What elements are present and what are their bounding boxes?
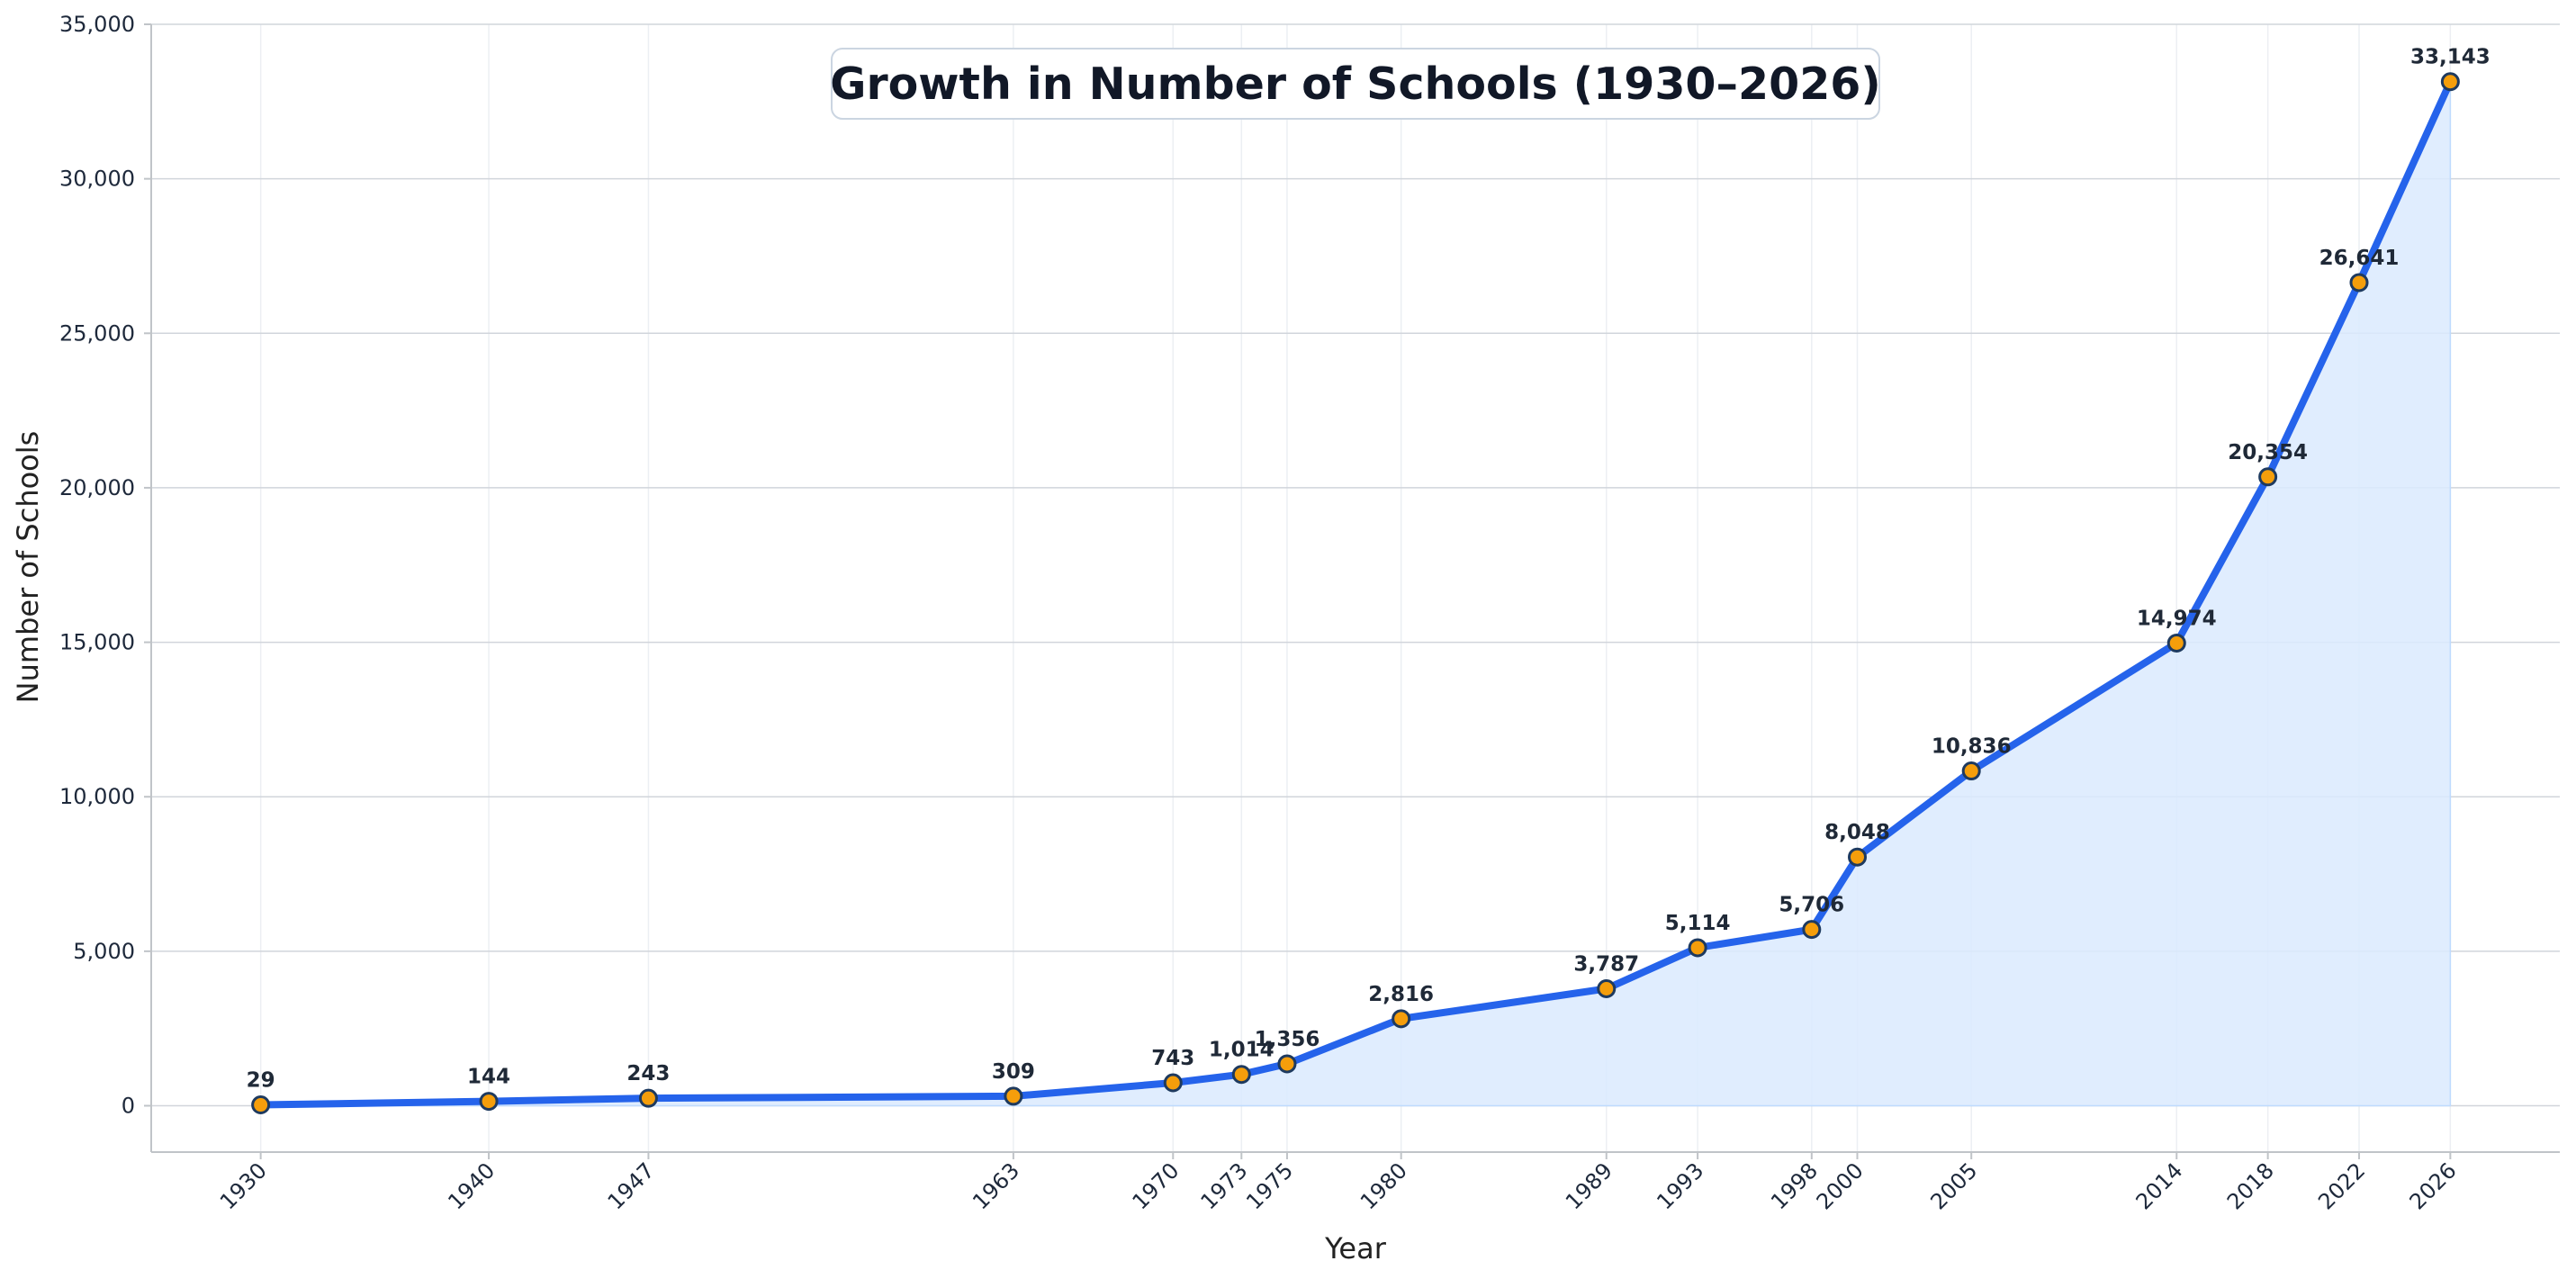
x-tick-label: 2000 — [1812, 1157, 1869, 1214]
data-label: 3,787 — [1573, 953, 1639, 977]
data-point — [479, 1092, 499, 1112]
data-point — [1848, 847, 1867, 867]
data-label: 29 — [247, 1069, 275, 1093]
data-label: 2,816 — [1368, 983, 1434, 1006]
data-point — [1231, 1065, 1251, 1085]
data-label: 5,706 — [1779, 894, 1844, 917]
x-tick-label: 1998 — [1766, 1157, 1823, 1214]
data-point — [638, 1088, 658, 1108]
x-tick-label: 2022 — [2313, 1157, 2370, 1214]
x-tick-label: 2014 — [2131, 1157, 2188, 1214]
title-box-frame — [831, 48, 1880, 120]
x-tick-label: 1980 — [1356, 1157, 1412, 1214]
x-tick-label: 2026 — [2405, 1157, 2462, 1214]
data-point — [1961, 761, 1981, 781]
data-label: 8,048 — [1824, 821, 1890, 844]
x-tick-label: 2018 — [2222, 1157, 2279, 1214]
x-tick-label: 1947 — [603, 1157, 660, 1214]
y-tick-label: 30,000 — [59, 167, 135, 192]
x-axis-title: Year — [1324, 1231, 1387, 1265]
chart-title: Growth in Number of Schools (1930–2026) — [830, 59, 1881, 110]
y-tick-label: 10,000 — [59, 784, 135, 809]
x-tick-label: 1970 — [1128, 1157, 1184, 1214]
data-label: 144 — [467, 1066, 510, 1089]
axes-layer — [144, 23, 2560, 1159]
data-point — [1163, 1073, 1183, 1093]
data-label: 5,114 — [1665, 912, 1731, 935]
data-point — [2440, 72, 2460, 92]
data-point — [1597, 979, 1617, 999]
data-point — [251, 1095, 271, 1115]
x-tick-label: 1963 — [968, 1157, 1024, 1214]
data-point — [2166, 633, 2186, 653]
area-layer — [259, 81, 2452, 1107]
data-label: 1,014 — [1209, 1039, 1274, 1062]
data-label: 743 — [1151, 1047, 1194, 1070]
data-label: 14,974 — [2137, 607, 2217, 630]
x-tick-label: 1940 — [443, 1157, 500, 1214]
y-tick-label: 25,000 — [59, 320, 135, 346]
x-tick-label: 1993 — [1652, 1157, 1708, 1214]
area-fill — [259, 81, 2452, 1107]
marker-layer — [251, 72, 2460, 1115]
data-point — [1277, 1054, 1297, 1074]
data-label: 1,356 — [1255, 1028, 1320, 1051]
x-tick-label: 1973 — [1196, 1157, 1253, 1214]
x-tick-label: 1975 — [1241, 1157, 1298, 1214]
data-point — [1004, 1086, 1023, 1106]
data-label: 309 — [992, 1060, 1035, 1084]
y-tick-label: 0 — [122, 1094, 135, 1119]
data-point — [1392, 1009, 1411, 1029]
x-tick-label: 2005 — [1925, 1157, 1982, 1214]
y-axis-title: Number of Schools — [11, 431, 45, 704]
x-tick-label: 1930 — [215, 1157, 272, 1214]
y-tick-label: 15,000 — [59, 630, 135, 655]
x-tick-label: 1989 — [1561, 1157, 1617, 1214]
data-point — [1802, 920, 1822, 940]
y-tick-label: 5,000 — [73, 939, 135, 964]
data-label: 20,354 — [2228, 441, 2308, 464]
data-label: 10,836 — [1932, 735, 2012, 759]
data-label: 33,143 — [2410, 46, 2490, 69]
data-label: 26,641 — [2319, 247, 2400, 270]
data-point — [2258, 467, 2278, 487]
data-point — [2349, 273, 2369, 293]
y-tick-label: 20,000 — [59, 475, 135, 500]
chart-title-box: Growth in Number of Schools (1930–2026) — [830, 48, 1881, 120]
y-tick-labels: 0 5,000 10,000 15,000 20,000 25,000 30,000 35,0… — [59, 12, 135, 1119]
data-point — [1688, 938, 1707, 958]
data-label: 243 — [626, 1062, 670, 1085]
y-tick-label: 35,000 — [59, 12, 135, 37]
